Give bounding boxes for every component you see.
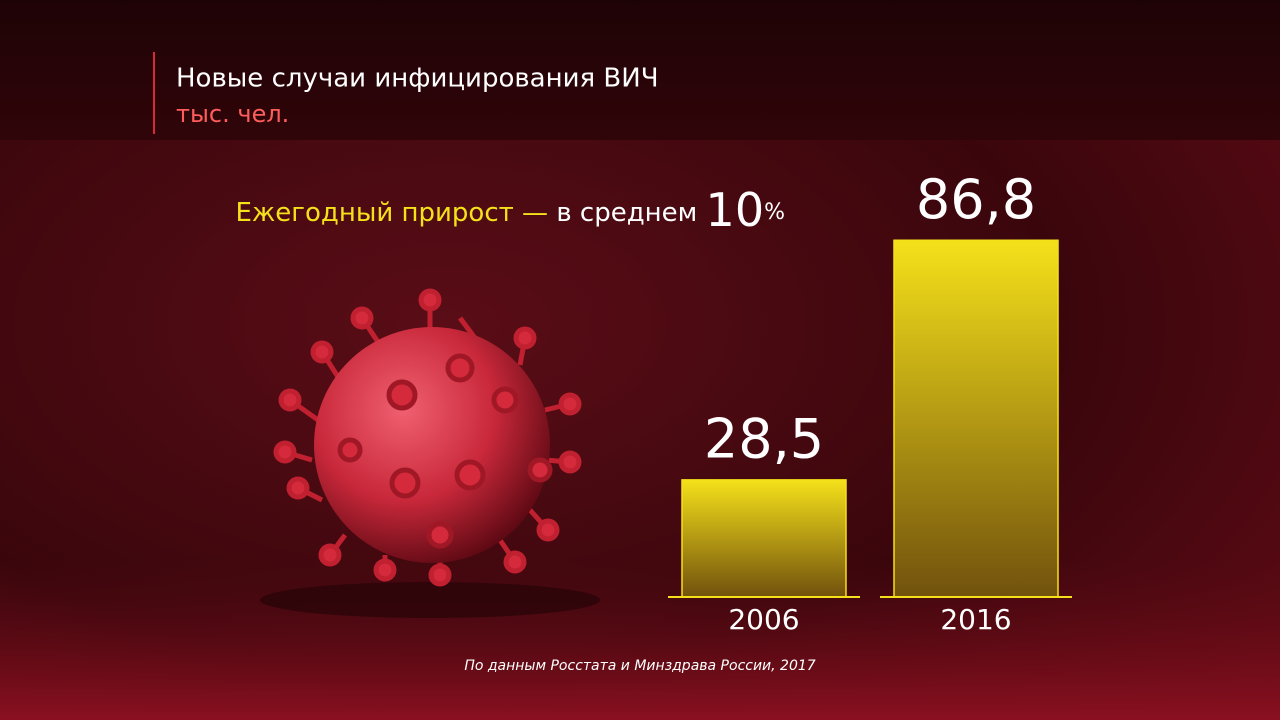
- value-label: 86,8: [916, 168, 1036, 231]
- annotation-text: в среднем: [556, 198, 697, 228]
- value-label: 28,5: [704, 408, 824, 471]
- header-band: [0, 0, 1280, 140]
- x-tick-label: 2016: [940, 603, 1011, 636]
- annotation-value: 10: [706, 183, 765, 237]
- x-tick-label: 2006: [728, 603, 799, 636]
- floor: [0, 560, 1280, 720]
- virus-illustration: [260, 288, 600, 618]
- annotation-highlight: Ежегодный прирост —: [235, 198, 548, 228]
- source-note: По данным Росстата и Минздрава России, 2…: [464, 658, 815, 674]
- annotation: Ежегодный прирост — в среднем 10%: [235, 183, 785, 237]
- chart-title: Новые случаи инфицирования ВИЧ: [176, 64, 659, 94]
- annotation-unit: %: [764, 200, 785, 225]
- chart-subtitle: тыс. чел.: [176, 100, 289, 128]
- bar: [681, 479, 847, 598]
- bar: [893, 239, 1059, 598]
